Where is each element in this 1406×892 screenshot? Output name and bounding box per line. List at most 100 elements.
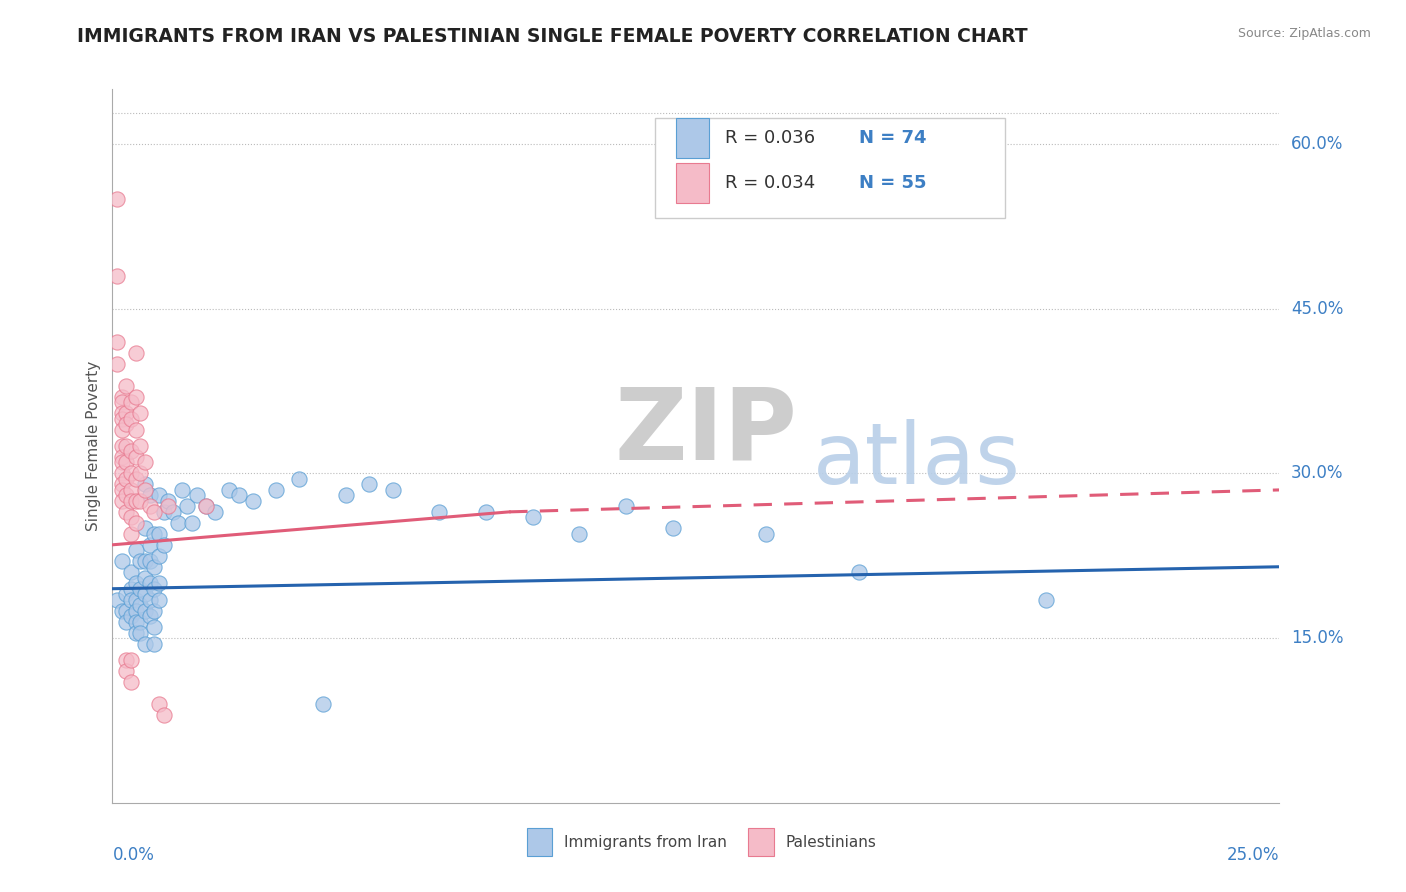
Point: [120, 609, 142, 624]
Point: [139, 538, 162, 552]
Point: [143, 505, 166, 519]
Point: [148, 576, 170, 591]
Point: [111, 406, 134, 420]
Point: [115, 505, 138, 519]
Point: [148, 549, 170, 563]
Point: [111, 483, 134, 497]
Point: [186, 488, 208, 502]
Point: [115, 406, 138, 420]
Point: [134, 483, 156, 497]
Point: [148, 592, 170, 607]
Text: Source: ZipAtlas.com: Source: ZipAtlas.com: [1237, 27, 1371, 40]
Point: [148, 526, 170, 541]
Point: [120, 395, 142, 409]
Point: [153, 505, 176, 519]
Text: Palestinians: Palestinians: [786, 835, 877, 849]
Point: [139, 500, 162, 514]
Bar: [676, 119, 709, 158]
Point: [120, 582, 142, 596]
Point: [125, 543, 148, 558]
Point: [143, 620, 166, 634]
Point: [129, 625, 152, 640]
Point: [134, 477, 156, 491]
Point: [228, 488, 250, 502]
Text: 60.0%: 60.0%: [1291, 135, 1344, 153]
Point: [125, 592, 148, 607]
Point: [120, 411, 142, 425]
Point: [134, 554, 156, 568]
Point: [143, 637, 166, 651]
Point: [143, 526, 166, 541]
Point: [111, 423, 134, 437]
Point: [134, 587, 156, 601]
Point: [166, 516, 188, 530]
Point: [120, 494, 142, 508]
Point: [120, 444, 142, 458]
Point: [311, 697, 333, 711]
Point: [568, 526, 591, 541]
Point: [115, 417, 138, 431]
Text: 0.0%: 0.0%: [112, 846, 155, 863]
Point: [522, 510, 544, 524]
Point: [120, 566, 142, 580]
Point: [105, 357, 128, 371]
Point: [115, 488, 138, 502]
Point: [755, 526, 778, 541]
Point: [359, 477, 381, 491]
Point: [204, 505, 226, 519]
Text: N = 74: N = 74: [859, 129, 927, 147]
Point: [180, 516, 202, 530]
Point: [125, 423, 148, 437]
Point: [335, 488, 357, 502]
Point: [111, 604, 134, 618]
Point: [125, 345, 148, 359]
Point: [848, 566, 870, 580]
Y-axis label: Single Female Poverty: Single Female Poverty: [86, 361, 101, 531]
Text: 45.0%: 45.0%: [1291, 300, 1344, 318]
Point: [194, 500, 217, 514]
Point: [120, 483, 142, 497]
Point: [427, 505, 450, 519]
Point: [288, 472, 311, 486]
Point: [115, 455, 138, 469]
Point: [125, 472, 148, 486]
Point: [129, 494, 152, 508]
Text: R = 0.034: R = 0.034: [725, 174, 815, 192]
Bar: [655, 118, 1005, 218]
Point: [115, 439, 138, 453]
Point: [111, 467, 134, 481]
Point: [381, 483, 404, 497]
Point: [125, 625, 148, 640]
Point: [242, 494, 264, 508]
Text: atlas: atlas: [813, 418, 1021, 502]
Point: [125, 516, 148, 530]
Point: [105, 192, 128, 206]
Point: [148, 697, 170, 711]
Point: [120, 675, 142, 690]
Point: [475, 505, 498, 519]
Point: [129, 406, 152, 420]
Text: 30.0%: 30.0%: [1291, 465, 1344, 483]
Point: [111, 554, 134, 568]
Point: [153, 708, 176, 723]
Point: [218, 483, 240, 497]
Text: N = 55: N = 55: [859, 174, 927, 192]
Point: [134, 521, 156, 535]
Text: Immigrants from Iran: Immigrants from Iran: [564, 835, 727, 849]
Point: [134, 637, 156, 651]
Point: [139, 609, 162, 624]
Point: [125, 604, 148, 618]
Point: [1035, 592, 1057, 607]
Point: [129, 598, 152, 612]
Point: [129, 615, 152, 629]
Point: [111, 477, 134, 491]
Point: [153, 538, 176, 552]
Bar: [748, 828, 775, 856]
Point: [129, 439, 152, 453]
Text: ZIP: ZIP: [614, 384, 797, 480]
Point: [129, 467, 152, 481]
Point: [111, 390, 134, 404]
Point: [614, 500, 637, 514]
Point: [111, 395, 134, 409]
Point: [111, 450, 134, 464]
